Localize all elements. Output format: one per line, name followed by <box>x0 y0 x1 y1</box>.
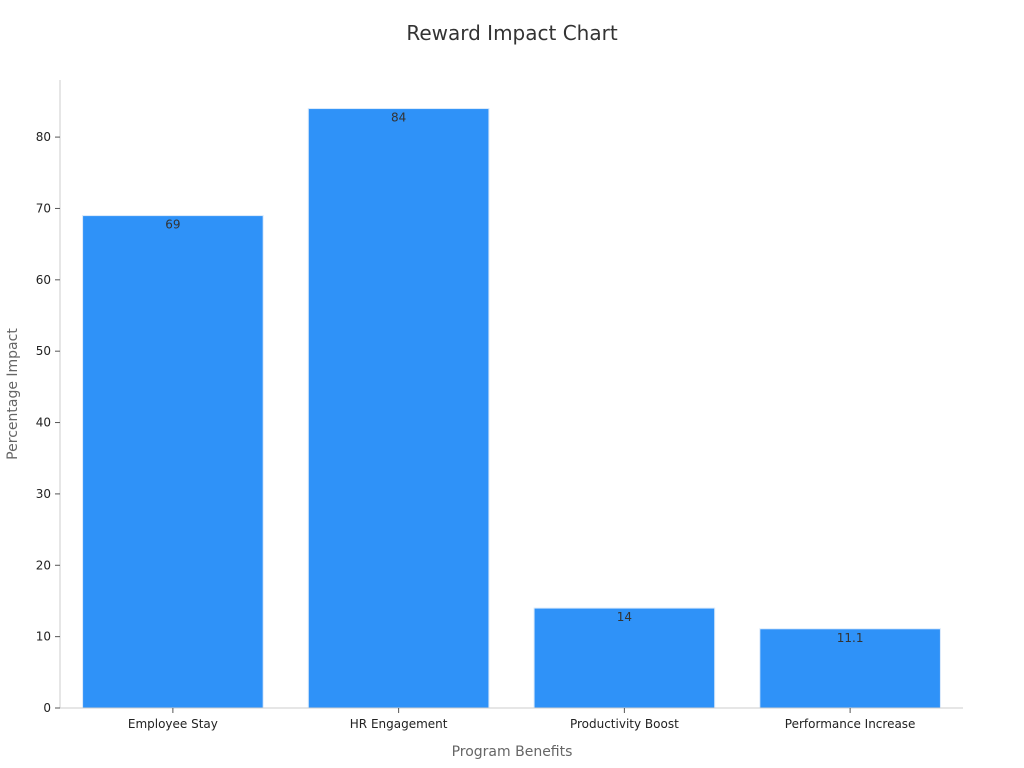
chart-title: Reward Impact Chart <box>406 21 617 45</box>
y-tick-label-2: 20 <box>36 558 51 572</box>
y-tick-label-0: 0 <box>43 701 51 715</box>
y-tick-label-4: 40 <box>36 416 51 430</box>
x-axis-title: Program Benefits <box>452 744 573 760</box>
x-tick-label-3: Performance Increase <box>785 717 916 731</box>
y-tick-label-8: 80 <box>36 130 51 144</box>
y-ticks-group: 0 10 20 30 40 50 60 70 80 <box>36 130 60 715</box>
x-ticks-group: Employee Stay HR Engagement Productivity B… <box>128 708 916 731</box>
x-tick-label-2: Productivity Boost <box>570 717 679 731</box>
y-tick-label-5: 50 <box>36 344 51 358</box>
x-tick-label-0: Employee Stay <box>128 717 218 731</box>
y-tick-label-6: 60 <box>36 273 51 287</box>
bars-group <box>82 108 941 709</box>
y-tick-label-1: 10 <box>36 630 51 644</box>
x-tick-label-1: HR Engagement <box>350 717 448 731</box>
bar-0 <box>82 215 264 709</box>
data-label-0: 69 <box>165 218 180 232</box>
y-tick-label-3: 30 <box>36 487 51 501</box>
data-label-2: 14 <box>617 610 632 624</box>
y-tick-label-7: 70 <box>36 201 51 215</box>
bar-3 <box>759 628 941 709</box>
y-axis-title: Percentage Impact <box>5 328 21 460</box>
bar-2 <box>533 607 716 709</box>
data-label-3: 11.1 <box>837 631 864 645</box>
bar-1 <box>307 108 490 709</box>
data-labels-group: 69 84 14 11.1 <box>165 111 863 645</box>
data-label-1: 84 <box>391 111 406 125</box>
